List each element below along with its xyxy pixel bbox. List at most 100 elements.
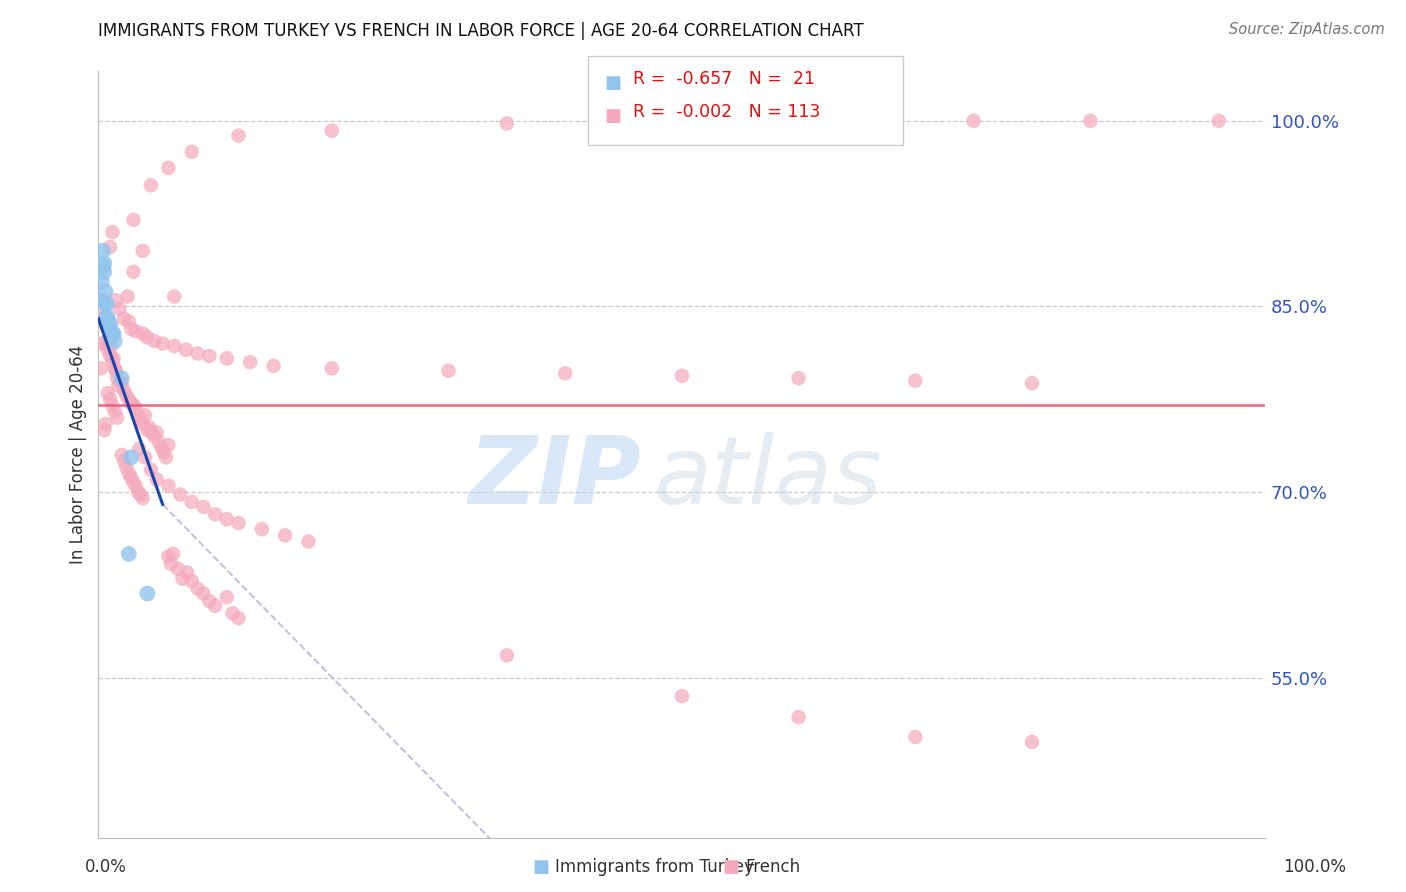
Point <box>93 265 115 279</box>
Point <box>100 324 122 338</box>
Point <box>141 425 163 440</box>
Point <box>112 454 135 468</box>
Point <box>117 289 139 303</box>
Point <box>159 557 181 571</box>
Point <box>172 572 194 586</box>
Point <box>152 336 174 351</box>
Point <box>143 334 166 348</box>
Point <box>125 479 148 493</box>
Text: R =  -0.657   N =  21: R = -0.657 N = 21 <box>633 70 814 88</box>
Point <box>139 178 162 193</box>
Point <box>115 460 138 475</box>
Point <box>97 386 120 401</box>
Point <box>146 425 169 440</box>
Point <box>97 330 120 344</box>
Point <box>120 396 142 410</box>
Point <box>104 364 127 378</box>
Point <box>1021 735 1043 749</box>
Point <box>120 322 142 336</box>
Point <box>169 487 191 501</box>
Point <box>166 562 188 576</box>
Point <box>204 508 226 522</box>
Point <box>118 314 141 328</box>
Point <box>98 317 121 331</box>
Point <box>150 441 173 455</box>
Point <box>180 145 202 159</box>
Point <box>228 128 250 143</box>
Text: ZIP: ZIP <box>468 432 641 524</box>
Point <box>215 591 238 605</box>
Y-axis label: In Labor Force | Age 20-64: In Labor Force | Age 20-64 <box>69 345 87 565</box>
Point <box>108 374 131 388</box>
Text: ■: ■ <box>533 858 550 876</box>
Point <box>554 366 576 380</box>
Point <box>228 611 250 625</box>
Point <box>111 448 134 462</box>
Point <box>98 392 121 407</box>
Point <box>97 343 120 357</box>
Point <box>1080 113 1102 128</box>
Point <box>962 113 984 128</box>
Point <box>111 371 134 385</box>
Text: Source: ZipAtlas.com: Source: ZipAtlas.com <box>1229 22 1385 37</box>
Point <box>90 336 112 351</box>
Text: 0.0%: 0.0% <box>84 858 127 876</box>
Text: atlas: atlas <box>652 433 882 524</box>
Point <box>157 479 180 493</box>
Point <box>112 311 135 326</box>
Point <box>132 326 155 341</box>
Point <box>262 359 284 373</box>
Point <box>101 225 124 239</box>
Point <box>297 534 319 549</box>
Point <box>104 293 127 308</box>
Point <box>187 346 209 360</box>
Point <box>101 326 124 341</box>
Point <box>90 293 112 308</box>
Point <box>134 409 156 423</box>
Point <box>122 212 145 227</box>
Point <box>91 310 114 324</box>
Point <box>671 689 693 703</box>
Point <box>239 355 262 369</box>
Point <box>94 297 117 311</box>
Point <box>93 423 115 437</box>
Point <box>321 124 343 138</box>
Point <box>125 401 148 415</box>
Point <box>103 326 125 341</box>
Point <box>204 599 226 613</box>
Point <box>127 409 149 423</box>
Point <box>96 297 118 311</box>
Text: 100.0%: 100.0% <box>1284 858 1346 876</box>
Point <box>437 364 460 378</box>
Point <box>105 410 128 425</box>
Point <box>94 285 117 299</box>
Point <box>187 582 209 596</box>
Point <box>193 500 215 514</box>
Point <box>671 368 693 383</box>
Point <box>671 113 693 128</box>
Point <box>111 376 134 391</box>
Text: ■: ■ <box>605 74 621 92</box>
Point <box>198 349 221 363</box>
Point <box>90 361 112 376</box>
Point <box>98 240 121 254</box>
Point <box>139 420 162 434</box>
Point <box>120 470 142 484</box>
Point <box>122 399 145 413</box>
Point <box>91 260 114 274</box>
Point <box>146 473 169 487</box>
Point <box>174 343 197 357</box>
Point <box>274 528 297 542</box>
Point <box>104 404 127 418</box>
Point <box>118 392 141 407</box>
Text: French: French <box>745 858 800 876</box>
Point <box>904 374 927 388</box>
Text: Immigrants from Turkey: Immigrants from Turkey <box>555 858 754 876</box>
Point <box>180 574 202 588</box>
Point <box>148 435 170 450</box>
Point <box>132 491 155 506</box>
Point <box>152 445 174 459</box>
Point <box>94 417 117 431</box>
Point <box>97 311 120 326</box>
Point <box>321 361 343 376</box>
